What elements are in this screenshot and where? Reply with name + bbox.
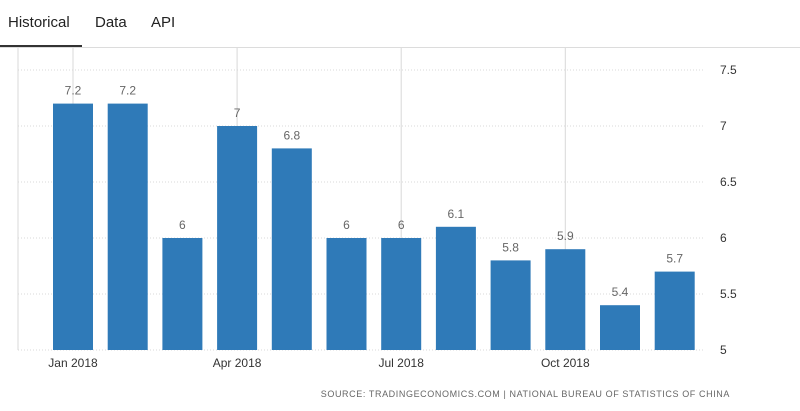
bar-value-label: 7.2 [65, 84, 82, 98]
source-credit: SOURCE: TRADINGECONOMICS.COM | NATIONAL … [320, 389, 730, 399]
bar [545, 249, 586, 350]
bar [162, 238, 203, 350]
bar [654, 271, 695, 350]
x-tick-label: Oct 2018 [541, 356, 590, 370]
x-tick-label: Apr 2018 [213, 356, 262, 370]
tab-data[interactable]: Data [95, 14, 127, 31]
tab-api[interactable]: API [151, 14, 176, 31]
bar-value-label: 5.9 [557, 229, 574, 243]
bar-value-label: 7.2 [119, 84, 136, 98]
bar-value-label: 5.8 [502, 240, 519, 254]
x-tick-label: Jan 2018 [48, 356, 98, 370]
bar [381, 238, 422, 350]
bar-value-label: 5.4 [612, 285, 629, 299]
y-tick-label: 5 [720, 343, 727, 357]
bar [600, 305, 640, 350]
tab-bar: Historical Data API [0, 0, 800, 48]
active-tab-indicator [0, 45, 82, 47]
bar-value-label: 5.7 [666, 252, 683, 266]
bar-value-label: 6 [398, 218, 405, 232]
y-tick-label: 5.5 [720, 287, 737, 301]
bar-value-label: 6 [343, 218, 350, 232]
bar-value-label: 6 [179, 218, 186, 232]
bar [107, 103, 148, 350]
bar [271, 148, 312, 350]
tab-historical[interactable]: Historical [8, 14, 70, 31]
bar [217, 126, 258, 350]
y-tick-label: 6 [720, 231, 727, 245]
bar-value-label: 6.1 [448, 207, 465, 221]
bar [53, 103, 93, 350]
bar [326, 238, 367, 350]
y-tick-label: 7 [720, 119, 727, 133]
bar-value-label: 6.8 [283, 128, 300, 142]
y-tick-label: 7.5 [720, 63, 737, 77]
bar [490, 260, 531, 350]
bar-chart: 5 5.5 6 6.5 7 7.5 7.2 7.2 6 7 6.8 6 6 6.1 5.8 5.9 5.4 5.7… [17, 48, 737, 370]
y-tick-label: 6.5 [720, 175, 737, 189]
bar-value-label: 7 [234, 106, 241, 120]
x-tick-label: Jul 2018 [379, 356, 425, 370]
bar [435, 226, 476, 350]
